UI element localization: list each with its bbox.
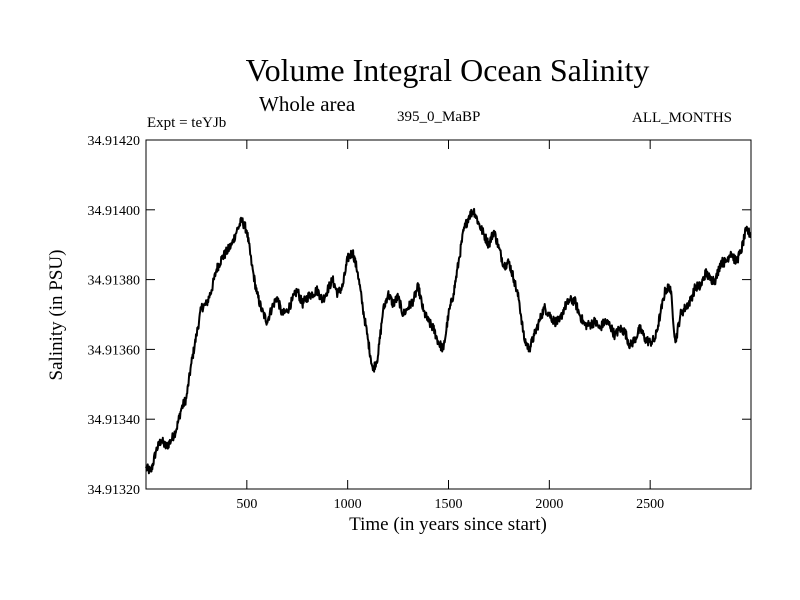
x-tick-label: 2000 <box>535 497 563 512</box>
x-axis-label: Time (in years since start) <box>349 514 547 535</box>
y-tick-label: 34.91380 <box>88 274 141 289</box>
salinity-series-line <box>145 207 752 475</box>
x-tick-label: 2500 <box>636 497 664 512</box>
y-tick-label: 34.91360 <box>88 343 141 358</box>
x-axis: 500 1000 1500 2000 2500 <box>236 140 664 512</box>
x-tick-label: 500 <box>236 497 257 512</box>
chart-title: Volume Integral Ocean Salinity <box>245 52 650 88</box>
y-tick-label: 34.91340 <box>88 413 141 428</box>
chart-subtitle: Whole area <box>259 92 356 116</box>
y-tick-label: 34.91400 <box>88 204 141 219</box>
y-tick-label: 34.91320 <box>88 483 141 498</box>
period-label: 395_0_MaBP <box>397 109 481 125</box>
y-tick-label: 34.91420 <box>88 134 141 149</box>
x-tick-label: 1000 <box>334 497 362 512</box>
months-label: ALL_MONTHS <box>632 110 732 126</box>
x-tick-label: 1500 <box>435 497 463 512</box>
y-axis: 34.91320 34.91340 34.91360 34.91380 34.91400… <box>88 134 751 498</box>
y-axis-label: Salinity (in PSU) <box>46 250 67 381</box>
experiment-label: Expt = teYJb <box>147 115 227 131</box>
